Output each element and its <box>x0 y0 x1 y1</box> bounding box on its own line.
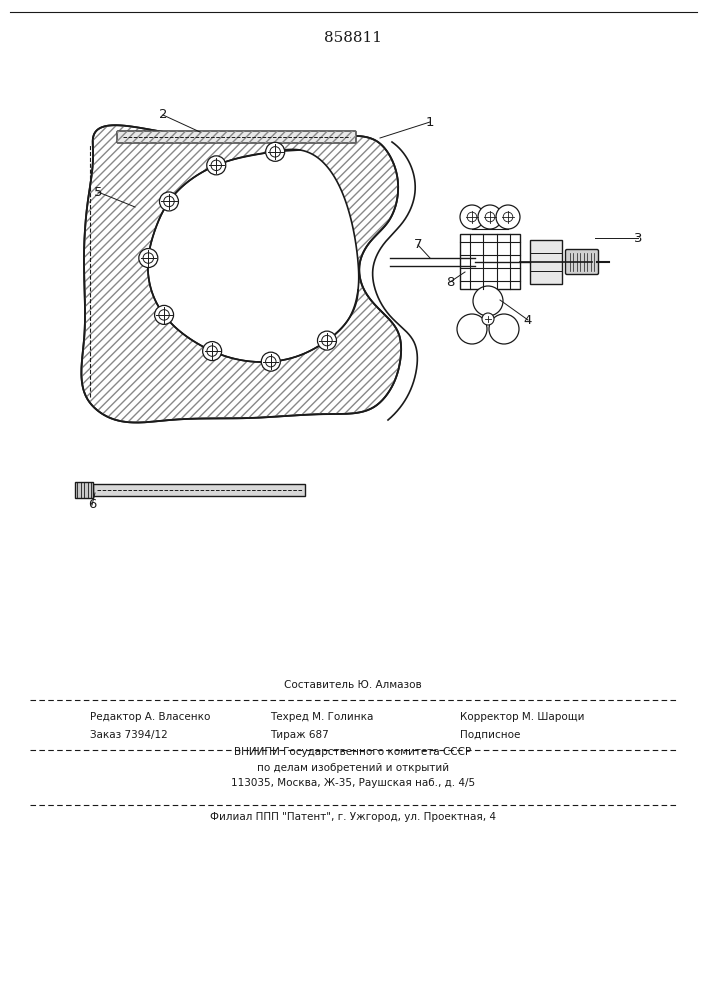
Bar <box>460 234 520 289</box>
Circle shape <box>473 286 503 316</box>
FancyBboxPatch shape <box>117 131 356 143</box>
Circle shape <box>478 205 502 229</box>
Text: Филиал ППП "Патент", г. Ужгород, ул. Проектная, 4: Филиал ППП "Патент", г. Ужгород, ул. Про… <box>210 812 496 822</box>
FancyBboxPatch shape <box>566 249 599 274</box>
Circle shape <box>160 192 178 211</box>
Text: Корректор М. Шарощи: Корректор М. Шарощи <box>460 712 585 722</box>
Circle shape <box>317 331 337 350</box>
Text: Тираж 687: Тираж 687 <box>270 730 329 740</box>
Text: 113035, Москва, Ж-35, Раушская наб., д. 4/5: 113035, Москва, Ж-35, Раушская наб., д. … <box>231 778 475 788</box>
Circle shape <box>155 305 174 324</box>
Bar <box>75 482 93 498</box>
Text: 8: 8 <box>446 275 454 288</box>
Circle shape <box>139 249 158 268</box>
Bar <box>93 484 305 496</box>
Text: Редактор А. Власенко: Редактор А. Власенко <box>90 712 211 722</box>
Text: 858811: 858811 <box>324 31 382 45</box>
Polygon shape <box>148 149 358 362</box>
Circle shape <box>203 342 221 361</box>
Text: 4: 4 <box>524 314 532 326</box>
Polygon shape <box>81 125 401 423</box>
Circle shape <box>266 142 285 161</box>
Bar <box>530 240 562 284</box>
Text: Заказ 7394/12: Заказ 7394/12 <box>90 730 168 740</box>
Text: по делам изобретений и открытий: по делам изобретений и открытий <box>257 763 449 773</box>
Circle shape <box>457 314 487 344</box>
Text: 3: 3 <box>633 232 642 244</box>
Text: Техред М. Голинка: Техред М. Голинка <box>270 712 373 722</box>
Circle shape <box>482 313 494 325</box>
Text: 5: 5 <box>94 186 103 198</box>
Circle shape <box>460 205 484 229</box>
Text: 7: 7 <box>414 238 422 251</box>
Text: 6: 6 <box>88 498 96 512</box>
Text: 2: 2 <box>159 108 168 121</box>
Circle shape <box>489 314 519 344</box>
Circle shape <box>206 156 226 175</box>
Text: Подписное: Подписное <box>460 730 520 740</box>
Text: ВНИИПИ Государственного комитета СССР: ВНИИПИ Государственного комитета СССР <box>235 747 472 757</box>
Text: 1: 1 <box>426 115 434 128</box>
Text: Составитель Ю. Алмазов: Составитель Ю. Алмазов <box>284 680 422 690</box>
Circle shape <box>262 352 280 371</box>
Circle shape <box>496 205 520 229</box>
